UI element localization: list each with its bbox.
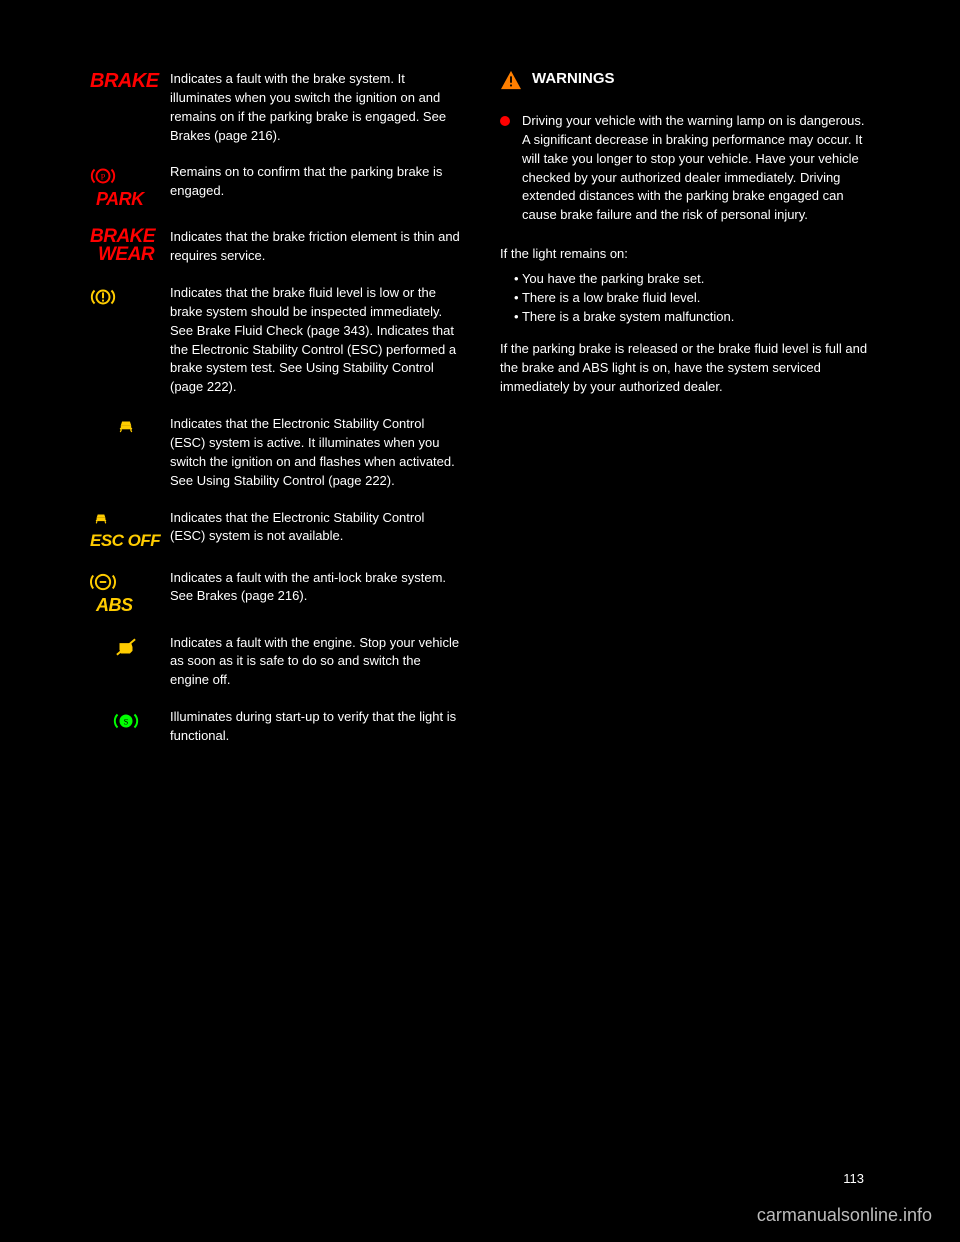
circle-abs-icon: [90, 569, 116, 595]
warning-subbullet-1: • You have the parking brake set.: [500, 270, 870, 289]
warning-subbullet-3: • There is a brake system malfunction.: [500, 308, 870, 327]
abs-desc: Indicates a fault with the anti-lock bra…: [170, 569, 460, 607]
esc-active-desc: Indicates that the Electronic Stability …: [170, 415, 460, 490]
bullet-dot-icon: [500, 116, 510, 126]
brake-wear-icon: BRAKE WEAR: [90, 228, 170, 264]
ind-abs: ABS Indicates a fault with the anti-lock…: [90, 569, 460, 616]
warning-triangle-icon: [500, 70, 522, 90]
green-s-icon: S: [90, 708, 170, 734]
brake-check-desc: Indicates that the brake fluid level is …: [170, 284, 460, 397]
svg-text:S: S: [124, 716, 129, 726]
svg-text:P: P: [101, 172, 106, 182]
abs-text: ABS: [96, 595, 133, 616]
warning-subbullet-2: • There is a low brake fluid level.: [500, 289, 870, 308]
circle-p-icon: P: [90, 163, 116, 189]
park-desc: Remains on to confirm that the parking b…: [170, 163, 460, 201]
ind-esc-off: ESC OFF Indicates that the Electronic St…: [90, 509, 460, 551]
ind-green-s: S Illuminates during start-up to verify …: [90, 708, 460, 746]
ind-brake-wear: BRAKE WEAR Indicates that the brake fric…: [90, 228, 460, 266]
engine-fault-icon: [90, 634, 170, 660]
brake-lamp-text: BRAKE: [90, 70, 159, 93]
watermark: carmanualsonline.info: [757, 1205, 932, 1226]
circle-s-icon: S: [113, 708, 139, 734]
right-column: WARNINGS Driving your vehicle with the w…: [500, 70, 870, 764]
warning-header: WARNINGS: [500, 70, 870, 90]
car-esc-off-icon: [90, 509, 112, 531]
warning-title: WARNINGS: [532, 70, 615, 87]
ind-engine-fault: Indicates a fault with the engine. Stop …: [90, 634, 460, 691]
esc-off-text: ESC OFF: [90, 531, 160, 551]
engine-off-icon: [113, 634, 139, 660]
brake-desc: Indicates a fault with the brake system.…: [170, 70, 460, 145]
circle-excl-icon: [90, 284, 116, 310]
ind-park-brake: P PARK Remains on to confirm that the pa…: [90, 163, 460, 210]
two-column-layout: BRAKE Indicates a fault with the brake s…: [90, 70, 870, 764]
brake-wear-desc: Indicates that the brake friction elemen…: [170, 228, 460, 266]
esc-off-desc: Indicates that the Electronic Stability …: [170, 509, 460, 547]
brake-icon: BRAKE: [90, 70, 170, 93]
green-s-desc: Illuminates during start-up to verify th…: [170, 708, 460, 746]
ind-esc-active: Indicates that the Electronic Stability …: [90, 415, 460, 490]
esc-off-icon: ESC OFF: [90, 509, 170, 551]
esc-active-icon: [90, 415, 170, 441]
brake-check-icon: [90, 284, 170, 310]
warning-para-1: Driving your vehicle with the warning la…: [522, 112, 870, 225]
ind-brake-check: Indicates that the brake fluid level is …: [90, 284, 460, 397]
car-esc-icon: [113, 415, 139, 441]
park-icon: P PARK: [90, 163, 170, 210]
warning-bullet-intro: If the light remains on:: [500, 245, 870, 264]
page-root: BRAKE Indicates a fault with the brake s…: [0, 0, 960, 804]
abs-icon: ABS: [90, 569, 170, 616]
warning-bullet-main: Driving your vehicle with the warning la…: [500, 112, 870, 225]
engine-fault-desc: Indicates a fault with the engine. Stop …: [170, 634, 460, 691]
warning-note: If the parking brake is released or the …: [500, 340, 870, 397]
park-lamp-text: PARK: [96, 189, 144, 210]
left-column: BRAKE Indicates a fault with the brake s…: [90, 70, 460, 764]
page-number: 113: [843, 1171, 864, 1186]
ind-brake-warning: BRAKE Indicates a fault with the brake s…: [90, 70, 460, 145]
brake-wear-text2: WEAR: [98, 246, 154, 264]
